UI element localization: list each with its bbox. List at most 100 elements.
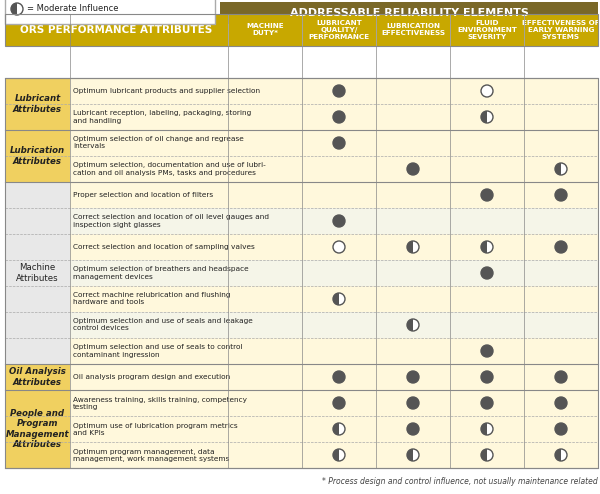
- Circle shape: [555, 423, 567, 435]
- Wedge shape: [339, 449, 345, 461]
- Text: Oil Analysis
Attributes: Oil Analysis Attributes: [9, 368, 66, 387]
- Circle shape: [333, 137, 345, 149]
- Circle shape: [407, 397, 419, 409]
- Bar: [524, 234, 598, 260]
- Bar: [228, 14, 302, 46]
- Circle shape: [481, 267, 493, 279]
- Bar: [302, 416, 376, 442]
- Bar: [524, 130, 598, 156]
- Bar: [302, 208, 376, 234]
- Circle shape: [481, 189, 493, 201]
- Bar: [5, 14, 228, 46]
- Bar: [302, 14, 376, 46]
- Bar: [228, 78, 302, 104]
- Bar: [5, 78, 598, 468]
- Bar: [524, 104, 598, 130]
- Text: LUBRICATION
EFFECTIVENESS: LUBRICATION EFFECTIVENESS: [381, 24, 445, 37]
- Bar: [70, 416, 228, 442]
- Bar: [524, 416, 598, 442]
- Text: ORS PERFORMANCE ATTRIBUTES: ORS PERFORMANCE ATTRIBUTES: [20, 25, 212, 35]
- Bar: [376, 390, 450, 416]
- Wedge shape: [413, 449, 419, 461]
- Bar: [376, 338, 450, 364]
- Bar: [524, 338, 598, 364]
- Bar: [70, 364, 228, 390]
- Text: Correct selection and location of sampling valves: Correct selection and location of sampli…: [73, 244, 255, 250]
- Wedge shape: [487, 111, 493, 123]
- Bar: [376, 104, 450, 130]
- Text: * Process design and control influence, not usually maintenance related: * Process design and control influence, …: [322, 477, 598, 486]
- Text: Correct selection and location of oil level gauges and
inspection sight glasses: Correct selection and location of oil le…: [73, 214, 269, 228]
- Bar: [5, 182, 70, 364]
- Wedge shape: [561, 163, 567, 175]
- Bar: [450, 338, 524, 364]
- Wedge shape: [555, 449, 561, 461]
- Bar: [376, 182, 450, 208]
- Bar: [376, 234, 450, 260]
- Text: Optimum selection and use of seals to control
contaminant ingression: Optimum selection and use of seals to co…: [73, 344, 242, 358]
- Bar: [450, 234, 524, 260]
- Wedge shape: [481, 241, 487, 253]
- Text: Awareness training, skills training, competency
testing: Awareness training, skills training, com…: [73, 397, 247, 410]
- Wedge shape: [487, 241, 493, 253]
- Wedge shape: [11, 3, 17, 15]
- Circle shape: [407, 423, 419, 435]
- Bar: [302, 338, 376, 364]
- Bar: [228, 442, 302, 468]
- Wedge shape: [333, 423, 339, 435]
- Bar: [376, 78, 450, 104]
- Text: Optimum selection and use of seals and leakage
control devices: Optimum selection and use of seals and l…: [73, 319, 253, 331]
- Bar: [302, 442, 376, 468]
- Circle shape: [481, 345, 493, 357]
- Bar: [450, 208, 524, 234]
- Text: Optimum selection of oil change and regrease
intervals: Optimum selection of oil change and regr…: [73, 136, 244, 150]
- Bar: [302, 182, 376, 208]
- Bar: [70, 338, 228, 364]
- Wedge shape: [481, 111, 487, 123]
- Bar: [450, 260, 524, 286]
- Circle shape: [407, 163, 419, 175]
- Bar: [450, 364, 524, 390]
- Bar: [228, 312, 302, 338]
- Bar: [302, 156, 376, 182]
- Text: Lubricant reception, labeling, packaging, storing
and handling: Lubricant reception, labeling, packaging…: [73, 111, 251, 124]
- Text: MACHINE
DUTY*: MACHINE DUTY*: [246, 24, 284, 37]
- Wedge shape: [413, 241, 419, 253]
- Bar: [524, 156, 598, 182]
- Circle shape: [481, 371, 493, 383]
- Bar: [376, 312, 450, 338]
- Bar: [228, 260, 302, 286]
- Bar: [70, 442, 228, 468]
- Circle shape: [333, 241, 345, 253]
- Bar: [302, 364, 376, 390]
- Bar: [70, 312, 228, 338]
- Wedge shape: [407, 449, 413, 461]
- Text: Machine
Attributes: Machine Attributes: [16, 263, 59, 283]
- Text: LUBRICANT
QUALITY/
PERFORMANCE: LUBRICANT QUALITY/ PERFORMANCE: [308, 20, 370, 40]
- Bar: [302, 260, 376, 286]
- Wedge shape: [481, 423, 487, 435]
- Bar: [70, 156, 228, 182]
- Circle shape: [555, 241, 567, 253]
- Bar: [70, 234, 228, 260]
- Text: FLUID
ENVIRONMENT
SEVERITY: FLUID ENVIRONMENT SEVERITY: [457, 20, 517, 40]
- Bar: [228, 104, 302, 130]
- Bar: [376, 364, 450, 390]
- Circle shape: [333, 371, 345, 383]
- Bar: [450, 14, 524, 46]
- Text: People and
Program
Management
Attributes: People and Program Management Attributes: [5, 409, 70, 449]
- Bar: [376, 416, 450, 442]
- Circle shape: [333, 215, 345, 227]
- Circle shape: [481, 85, 493, 97]
- Bar: [376, 286, 450, 312]
- Text: Optimum program management, data
management, work management systems: Optimum program management, data managem…: [73, 449, 229, 461]
- Text: Oil analysis program design and execution: Oil analysis program design and executio…: [73, 374, 230, 380]
- Bar: [302, 286, 376, 312]
- Bar: [302, 390, 376, 416]
- Bar: [524, 442, 598, 468]
- Bar: [450, 182, 524, 208]
- Text: Correct machine relubrication and flushing
hardware and tools: Correct machine relubrication and flushi…: [73, 292, 230, 305]
- Bar: [302, 104, 376, 130]
- Bar: [450, 312, 524, 338]
- Bar: [70, 182, 228, 208]
